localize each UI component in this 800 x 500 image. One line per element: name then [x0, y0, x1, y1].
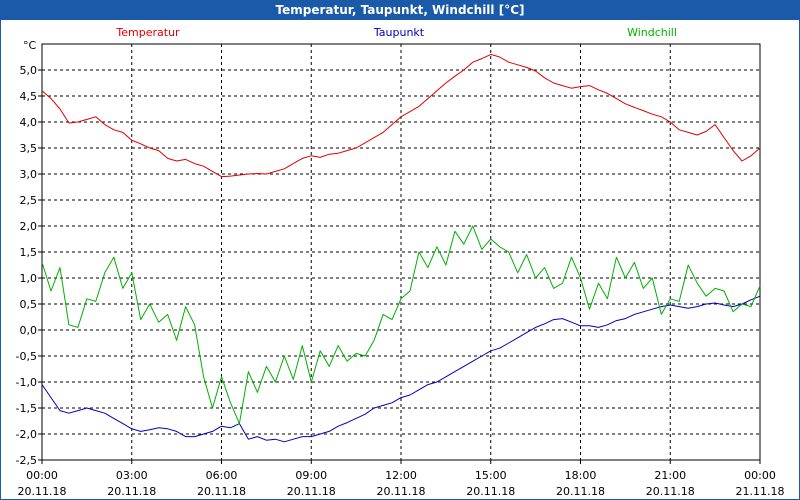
legend-entry-temperatur: Temperatur — [115, 26, 180, 39]
y-tick-label: -1,5 — [16, 402, 37, 415]
legend: Temperatur Taupunkt Windchill — [115, 26, 677, 39]
chart-title: Temperatur, Taupunkt, Windchill [°C] — [0, 0, 800, 20]
x-tick-date-label: 20.11.18 — [287, 485, 336, 498]
y-tick-label: -1,0 — [16, 376, 37, 389]
y-tick-label: 2,5 — [20, 194, 38, 207]
y-tick-label: -2,5 — [16, 454, 37, 467]
x-tick-time-label: 18:00 — [565, 469, 597, 482]
x-tick-time-label: 12:00 — [385, 469, 417, 482]
x-tick-time-label: 21:00 — [654, 469, 686, 482]
y-tick-label: 5,0 — [20, 64, 38, 77]
x-tick-time-label: 00:00 — [744, 469, 776, 482]
x-tick-time-label: 06:00 — [206, 469, 238, 482]
y-tick-label: 3,5 — [20, 142, 38, 155]
series-line-windchill — [41, 225, 761, 425]
x-tick-time-label: 03:00 — [116, 469, 148, 482]
y-tick-label: 4,5 — [20, 90, 38, 103]
y-tick-label: 1,5 — [20, 246, 38, 259]
x-tick-time-label: 00:00 — [26, 469, 58, 482]
x-tick-date-label: 20.11.18 — [466, 485, 515, 498]
x-tick-date-label: 20.11.18 — [556, 485, 605, 498]
y-tick-label: 1,0 — [20, 272, 38, 285]
x-tick-date-label: 20.11.18 — [377, 485, 426, 498]
y-tick-label: 2,0 — [20, 220, 38, 233]
x-tick-date-label: 20.11.18 — [197, 485, 246, 498]
series-line-temperatur — [41, 53, 761, 178]
x-tick-time-label: 09:00 — [295, 469, 327, 482]
legend-entry-windchill: Windchill — [627, 26, 677, 39]
y-tick-label: -2,0 — [16, 428, 37, 441]
x-tick-date-label: 20.11.18 — [646, 485, 695, 498]
x-tick-date-label: 21.11.18 — [736, 485, 785, 498]
y-tick-label: 4,0 — [20, 116, 38, 129]
x-tick-date-label: 20.11.18 — [107, 485, 156, 498]
y-tick-label: 0,5 — [20, 298, 38, 311]
series-lines — [41, 53, 761, 443]
legend-entry-taupunkt: Taupunkt — [373, 26, 425, 39]
x-tick-date-label: 20.11.18 — [18, 485, 67, 498]
x-tick-time-label: 15:00 — [475, 469, 507, 482]
y-tick-label: 3,0 — [20, 168, 38, 181]
y-tick-label: 0,0 — [20, 324, 38, 337]
y-axis-ticks: -2,5 -2,0 -1,5 -1,0 -0,5 0,0 0,5 1,0 1,5 2,0 2,5 3,… — [16, 64, 42, 467]
y-axis-unit-label: °C — [23, 39, 37, 52]
y-tick-label: -0,5 — [16, 350, 37, 363]
series-line-taupunkt — [41, 295, 761, 443]
x-axis-ticks: 00:00 20.11.18 03:00 20.11.18 06:00 20.11.18 0… — [18, 460, 785, 498]
